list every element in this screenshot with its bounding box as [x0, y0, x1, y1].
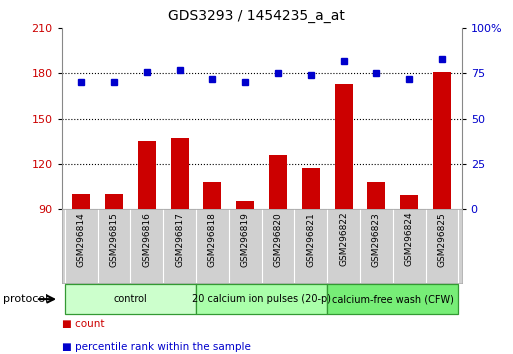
Text: GSM296819: GSM296819 — [241, 212, 250, 267]
Text: GSM296820: GSM296820 — [273, 212, 283, 267]
Text: GSM296822: GSM296822 — [339, 212, 348, 267]
Text: GDS3293 / 1454235_a_at: GDS3293 / 1454235_a_at — [168, 9, 345, 23]
Text: GSM296815: GSM296815 — [110, 212, 119, 267]
Bar — [204, 182, 222, 209]
Text: GSM296825: GSM296825 — [438, 212, 446, 267]
Bar — [171, 138, 189, 209]
Text: GSM296821: GSM296821 — [306, 212, 315, 267]
Bar — [105, 194, 123, 209]
Text: control: control — [113, 294, 147, 304]
Text: ■ percentile rank within the sample: ■ percentile rank within the sample — [62, 342, 250, 352]
Bar — [367, 182, 385, 209]
Text: GSM296816: GSM296816 — [142, 212, 151, 267]
Bar — [400, 195, 418, 209]
FancyBboxPatch shape — [327, 284, 459, 314]
Bar — [302, 168, 320, 209]
Text: GSM296824: GSM296824 — [405, 212, 413, 267]
Bar — [334, 84, 352, 209]
Text: calcium-free wash (CFW): calcium-free wash (CFW) — [332, 294, 454, 304]
Text: GSM296818: GSM296818 — [208, 212, 217, 267]
Text: GSM296823: GSM296823 — [372, 212, 381, 267]
Bar — [236, 201, 254, 209]
Text: 20 calcium ion pulses (20-p): 20 calcium ion pulses (20-p) — [192, 294, 331, 304]
Text: protocol: protocol — [3, 294, 48, 304]
Bar — [433, 72, 451, 209]
Bar — [138, 141, 156, 209]
Bar — [72, 194, 90, 209]
Text: GSM296817: GSM296817 — [175, 212, 184, 267]
Text: ■ count: ■ count — [62, 319, 104, 329]
FancyBboxPatch shape — [196, 284, 327, 314]
FancyBboxPatch shape — [65, 284, 196, 314]
Bar — [269, 155, 287, 209]
Text: GSM296814: GSM296814 — [77, 212, 86, 267]
